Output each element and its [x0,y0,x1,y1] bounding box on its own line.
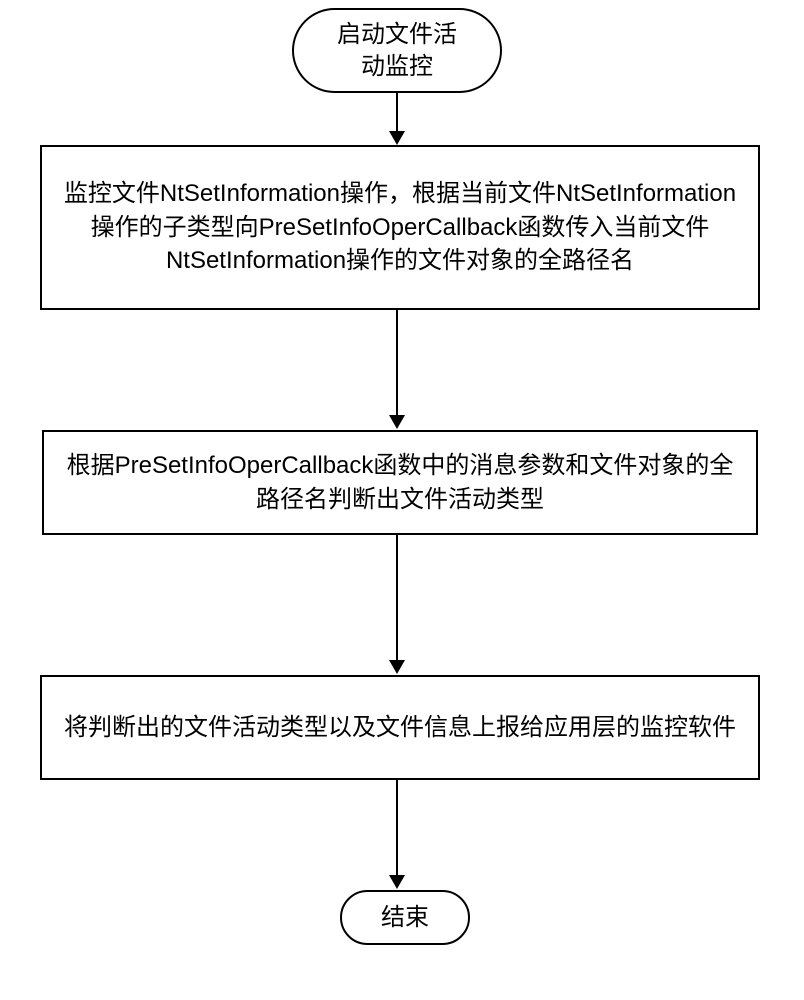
process-1: 监控文件NtSetInformation操作，根据当前文件NtSetInform… [40,145,760,310]
process-3-label: 将判断出的文件活动类型以及文件信息上报给应用层的监控软件 [64,711,736,745]
start-label: 启动文件活动监控 [337,19,457,81]
arrow-4-line [396,780,398,876]
start-terminal: 启动文件活动监控 [292,8,502,93]
arrow-2-line [396,310,398,416]
process-3: 将判断出的文件活动类型以及文件信息上报给应用层的监控软件 [40,675,760,780]
process-2-label: 根据PreSetInfoOperCallback函数中的消息参数和文件对象的全路… [64,449,736,516]
arrow-4-head [389,875,405,889]
arrow-2-head [389,415,405,429]
arrow-1-line [396,93,398,132]
arrow-1-head [389,131,405,145]
process-1-label: 监控文件NtSetInformation操作，根据当前文件NtSetInform… [62,177,738,278]
end-terminal: 结束 [340,890,470,945]
end-label: 结束 [381,902,429,933]
arrow-3-line [396,535,398,661]
flowchart-container: 启动文件活动监控 监控文件NtSetInformation操作，根据当前文件Nt… [0,0,804,1000]
arrow-3-head [389,660,405,674]
process-2: 根据PreSetInfoOperCallback函数中的消息参数和文件对象的全路… [42,430,758,535]
